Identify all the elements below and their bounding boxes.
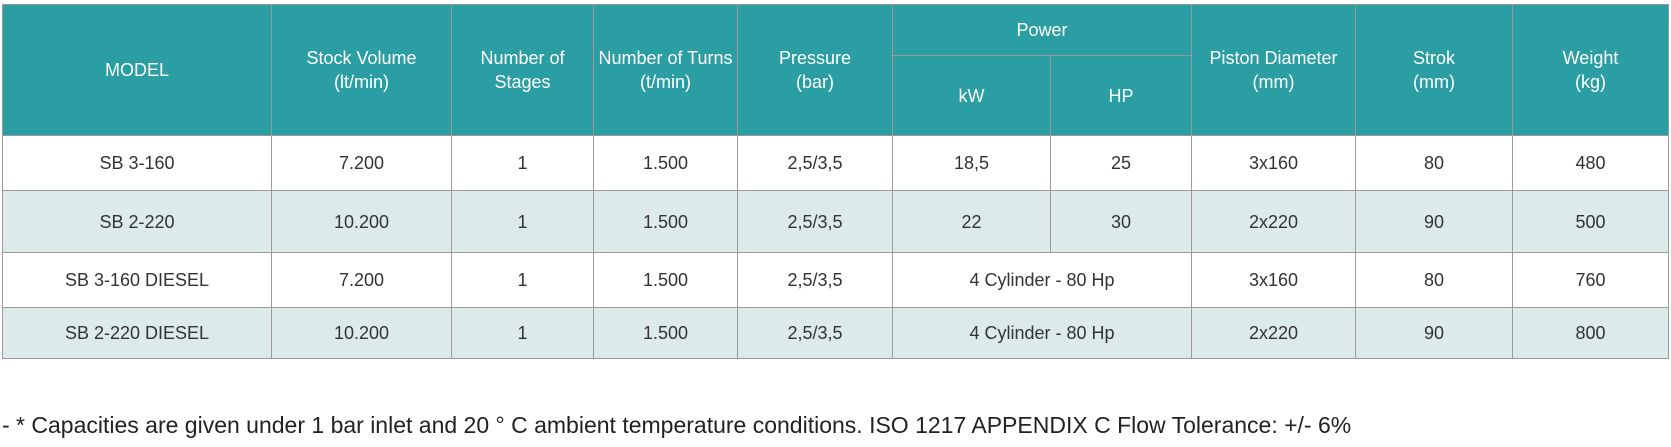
table-cell: 4 Cylinder - 80 Hp: [892, 307, 1192, 359]
table-cell: 2,5/3,5: [737, 307, 893, 359]
table-cell: 2,5/3,5: [737, 252, 893, 308]
table-row: SB 2-220 DIESEL 10.200 1 1.500 2,5/3,5 4 Cyli…: [2, 307, 1669, 359]
table-cell: 10.200: [271, 190, 452, 253]
table-cell: 22: [892, 190, 1051, 253]
header-cell: Number of Stages: [451, 4, 594, 136]
table-cell: SB 2-220: [2, 190, 272, 253]
table-cell: SB 3-160: [2, 135, 272, 191]
table-cell: 1: [451, 135, 594, 191]
table-cell: 1.500: [593, 190, 738, 253]
header-cell: Stock Volume (lt/min): [271, 4, 452, 136]
table-cell: 7.200: [271, 252, 452, 308]
table-cell: 800: [1512, 307, 1669, 359]
header-cell: Piston Diameter (mm): [1191, 4, 1356, 136]
table-cell: 760: [1512, 252, 1669, 308]
table-cell: 2,5/3,5: [737, 190, 893, 253]
table-cell: 4 Cylinder - 80 Hp: [892, 252, 1192, 308]
header-cell: Power: [892, 4, 1192, 56]
table-cell: SB 2-220 DIESEL: [2, 307, 272, 359]
table-body: SB 3-160 7.200 1 1.500 2,5/3,5 18,5 25 3x160 80 4…: [2, 135, 1669, 359]
table-cell: 25: [1050, 135, 1192, 191]
table-cell: 1: [451, 190, 594, 253]
header-cell: MODEL: [2, 4, 272, 136]
table-header: MODEL Stock Volume (lt/min) Number of St…: [2, 4, 1669, 136]
table-cell: 2x220: [1191, 190, 1356, 253]
table-cell: 7.200: [271, 135, 452, 191]
header-cell: HP: [1050, 55, 1192, 136]
footnote: - * Capacities are given under 1 bar inl…: [2, 412, 1352, 438]
header-cell: kW: [892, 55, 1051, 136]
table-row: SB 2-220 10.200 1 1.500 2,5/3,5 22 30 2x220 90 50…: [2, 190, 1669, 253]
table-cell: 1: [451, 307, 594, 359]
table-cell: 80: [1355, 252, 1513, 308]
table-cell: 1.500: [593, 135, 738, 191]
spec-table: MODEL Stock Volume (lt/min) Number of St…: [2, 4, 1669, 359]
header-cell: Pressure (bar): [737, 4, 893, 136]
table-cell: 1.500: [593, 307, 738, 359]
table-row: SB 3-160 7.200 1 1.500 2,5/3,5 18,5 25 3x160 80 4…: [2, 135, 1669, 191]
table-cell: 10.200: [271, 307, 452, 359]
table-row: SB 3-160 DIESEL 7.200 1 1.500 2,5/3,5 4 Cylin…: [2, 252, 1669, 308]
table-cell: 1.500: [593, 252, 738, 308]
table-cell: 2,5/3,5: [737, 135, 893, 191]
header-cell: Weight (kg): [1512, 4, 1669, 136]
table-cell: 30: [1050, 190, 1192, 253]
table-cell: 2x220: [1191, 307, 1356, 359]
table-cell: 1: [451, 252, 594, 308]
header-cell: Strok (mm): [1355, 4, 1513, 136]
table-cell: 90: [1355, 190, 1513, 253]
table-cell: 80: [1355, 135, 1513, 191]
table-cell: 3x160: [1191, 135, 1356, 191]
table-cell: 3x160: [1191, 252, 1356, 308]
table-cell: SB 3-160 DIESEL: [2, 252, 272, 308]
table-cell: 18,5: [892, 135, 1051, 191]
table-cell: 480: [1512, 135, 1669, 191]
header-cell: Number of Turns (t/min): [593, 4, 738, 136]
table-cell: 90: [1355, 307, 1513, 359]
table-cell: 500: [1512, 190, 1669, 253]
